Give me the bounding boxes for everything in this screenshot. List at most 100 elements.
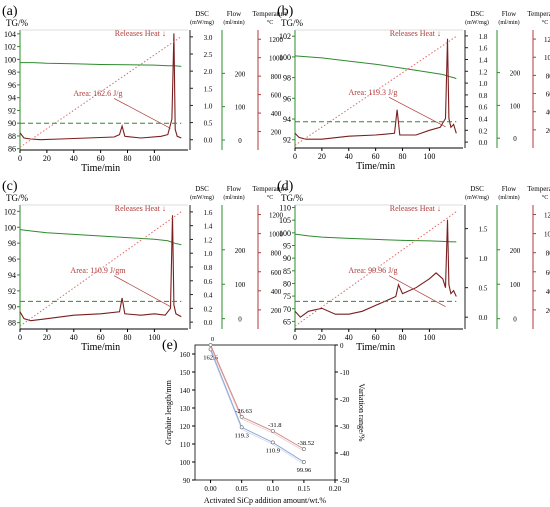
releases-heat-label: Releases Heat ↓ [115, 29, 166, 38]
tg-tick-label: 100 [279, 53, 291, 62]
tg-tick-label: 98 [8, 239, 16, 248]
y-tick-label: 130 [180, 405, 191, 413]
dsc-tick-label: 2.0 [204, 68, 213, 76]
dsc-tick-label: 1.0 [204, 250, 213, 258]
dsc-tick-label: 0.6 [479, 104, 488, 112]
x-tick-label: 80 [399, 333, 407, 342]
dsc-tick-label: 0.4 [204, 292, 213, 300]
temp-tick-label: 200 [546, 127, 550, 135]
tg-tick-label: 92 [8, 106, 16, 115]
tg-tick-label: 102 [4, 43, 16, 52]
temp-tick-label: 800 [546, 250, 550, 258]
panel-b: (b)TG/% 92 94 96 98 100 102 0 20 40 60 80 100 Time/mi… [277, 4, 550, 172]
tg-tick-label: 65 [283, 317, 291, 326]
y-tick-label: 110 [180, 441, 191, 449]
dsc-tick-label: 1.0 [204, 102, 213, 110]
left-data-label: 99.96 [297, 467, 312, 474]
temp-tick-label: 1200 [269, 212, 284, 220]
temp-axis-label: Temperature [527, 185, 550, 193]
tg-tick-label: 70 [283, 305, 291, 314]
x-tick-label: 0.10 [267, 485, 280, 493]
right-data-label: -31.8 [268, 422, 282, 429]
flow-tick-label: 0 [238, 316, 242, 324]
flow-axis-unit: (ml/min) [498, 19, 519, 26]
x-tick-label: 40 [70, 154, 78, 163]
temp-tick-label: 800 [271, 250, 282, 258]
y-tick-label: 120 [180, 423, 191, 431]
area-label: Area: 162.6 J/g [73, 89, 122, 98]
x-tick-label: 20 [318, 152, 326, 161]
y2-tick-label: -50 [340, 477, 350, 485]
plot-frame [194, 344, 336, 481]
temp-series-line [294, 211, 457, 327]
dsc-tick-label: 1.5 [204, 85, 213, 93]
x-tick-label: 20 [43, 333, 51, 342]
dsc-tick-label: 0.5 [204, 120, 213, 128]
temp-tick-label: 200 [271, 307, 282, 315]
dsc-tick-label: 0.2 [479, 127, 488, 135]
panel-label: (e) [162, 338, 178, 353]
temp-tick-label: 400 [546, 109, 550, 117]
releases-heat-label: Releases Heat ↓ [390, 29, 441, 38]
tg-tick-label: 102 [4, 207, 16, 216]
tg-tick-label: 105 [279, 216, 291, 225]
dsc-tick-label: 0.6 [204, 278, 213, 286]
temp-tick-label: 1200 [544, 212, 550, 220]
dsc-tick-label: 0.4 [479, 116, 488, 124]
right-point [208, 343, 213, 347]
x-axis-label: Activated SiCp addition amount/wt.% [204, 496, 327, 505]
temp-axis-unit: °C [267, 194, 273, 201]
y-tick-label: 140 [180, 387, 191, 395]
temp-axis-label: Temperature [527, 10, 550, 18]
temp-tick-label: 600 [546, 91, 550, 99]
tg-tick-label: 100 [4, 55, 16, 64]
right-data-label: -26.63 [235, 408, 252, 415]
x-tick-label: 80 [124, 333, 132, 342]
temp-tick-label: 800 [546, 72, 550, 80]
dsc-tick-label: 0.0 [479, 314, 488, 322]
right-data-label: -38.52 [297, 440, 314, 447]
x-axis-label: Time/min [81, 342, 120, 353]
dsc-tick-label: 1.4 [479, 57, 488, 65]
tg-series-line [294, 233, 457, 243]
flow-tick-label: 0 [238, 137, 242, 145]
right-point [270, 428, 275, 433]
flow-axis-unit: (ml/min) [223, 194, 244, 201]
dsc-tick-label: 1.6 [479, 45, 488, 53]
area-pointer [113, 98, 171, 129]
x-axis-label: Time/min [356, 342, 395, 353]
temp-tick-label: 600 [271, 269, 282, 277]
tg-tick-label: 96 [8, 81, 16, 90]
tg-axis-label: TG/% [6, 18, 28, 28]
tg-tick-label: 90 [283, 254, 291, 263]
temp-tick-label: 200 [546, 307, 550, 315]
area-pointer [388, 96, 446, 128]
temp-tick-label: 1000 [269, 231, 284, 239]
x-tick-label: 100 [148, 333, 160, 342]
flow-axis-unit: (ml/min) [223, 19, 244, 26]
tg-tick-label: 80 [283, 279, 291, 288]
x-axis-label: Time/min [356, 161, 395, 172]
tg-series-line [20, 62, 182, 67]
tg-series-line [294, 55, 457, 80]
left-series-line [210, 349, 305, 463]
y2-tick-label: -40 [340, 450, 350, 458]
dsc-tick-label: 0.5 [479, 285, 488, 293]
tg-tick-label: 98 [283, 74, 291, 83]
dsc-axis-label: DSC [470, 10, 484, 18]
x-tick-label: 0.20 [329, 485, 342, 493]
dsc-tick-label: 1.4 [204, 223, 213, 231]
dsc-tick-label: 1.0 [479, 80, 488, 88]
tg-tick-label: 90 [8, 119, 16, 128]
y2-tick-label: -30 [340, 423, 350, 431]
tg-axis-label: TG/% [281, 18, 303, 28]
tg-series-line [19, 229, 182, 246]
dsc-tick-label: 0.0 [204, 137, 213, 145]
panel-label: (b) [277, 4, 294, 19]
temp-axis-label: Temperature [252, 185, 287, 193]
dsc-series-line [294, 219, 457, 318]
temp-axis-unit: °C [267, 19, 273, 26]
y-tick-label: 100 [180, 459, 191, 467]
tg-tick-label: 94 [8, 94, 16, 103]
y2-tick-label: -10 [340, 369, 350, 377]
